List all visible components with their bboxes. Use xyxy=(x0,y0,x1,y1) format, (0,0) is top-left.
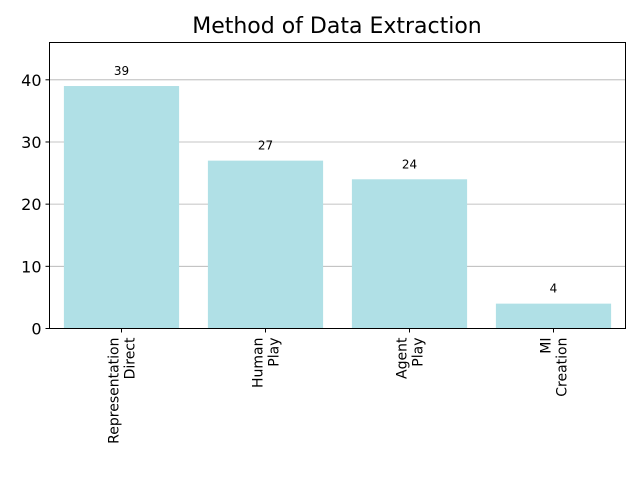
x-tick-label-line: Human xyxy=(251,338,267,389)
x-tick-label-line: MI xyxy=(539,338,555,354)
x-tick-label-line: Agent xyxy=(395,337,411,379)
bar-1 xyxy=(207,160,324,329)
x-tick-label-2: Agent Play xyxy=(395,337,427,379)
x-tick-label-1: Human Play xyxy=(251,338,283,389)
bar-3 xyxy=(495,303,612,329)
y-tick-label: 30 xyxy=(21,133,41,152)
x-tick-label-line: Representation xyxy=(107,338,123,444)
x-tick-label-0: Representation Direct xyxy=(107,337,139,444)
data-label-1: 27 xyxy=(258,139,273,153)
bar-0 xyxy=(63,86,180,329)
y-tick-label: 20 xyxy=(21,195,41,214)
y-tick-label: 40 xyxy=(21,71,41,90)
data-label-0: 39 xyxy=(114,64,129,78)
bar-2 xyxy=(351,179,468,329)
chart-title: Method of Data Extraction xyxy=(192,14,482,39)
x-tick-label-line: Play xyxy=(411,338,427,367)
x-tick-label-line: Play xyxy=(267,338,283,367)
x-tick-label-line: Direct xyxy=(123,337,139,379)
x-tick-label-3: MI Creation xyxy=(539,338,571,397)
bars xyxy=(63,86,612,329)
y-tick-label: 0 xyxy=(31,320,41,339)
plot-area-frame xyxy=(49,42,626,329)
y-axis: 0 10 20 30 40 xyxy=(21,71,50,339)
x-tick-label-line: Creation xyxy=(555,338,571,397)
data-label-3: 4 xyxy=(550,282,558,296)
x-axis: Representation Direct Human Play Agent Play MI… xyxy=(107,328,571,444)
data-label-2: 24 xyxy=(402,157,417,171)
data-labels: 39 27 24 4 xyxy=(114,64,557,296)
y-tick-label: 10 xyxy=(21,257,41,276)
